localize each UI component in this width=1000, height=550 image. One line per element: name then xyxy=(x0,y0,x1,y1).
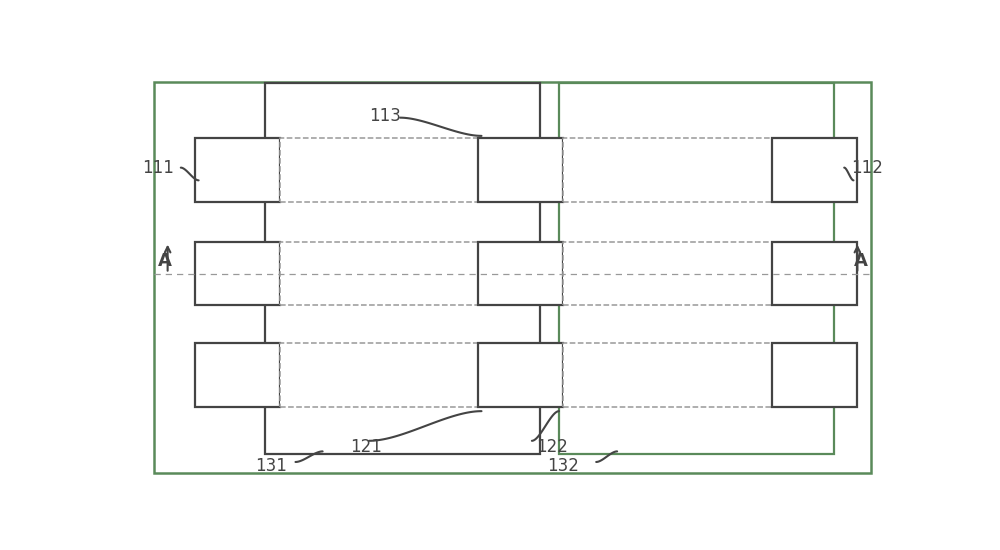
Text: 131: 131 xyxy=(255,457,287,475)
Bar xyxy=(772,138,857,201)
Bar xyxy=(264,83,540,454)
Bar xyxy=(559,83,834,454)
Bar xyxy=(280,138,489,201)
Bar xyxy=(478,242,563,305)
Bar xyxy=(563,242,772,305)
Text: 121: 121 xyxy=(350,438,382,456)
Bar xyxy=(195,343,280,407)
Text: A: A xyxy=(158,252,171,270)
Text: 111: 111 xyxy=(142,158,174,177)
Bar xyxy=(772,242,857,305)
Bar xyxy=(772,343,857,407)
Text: A: A xyxy=(854,252,867,270)
Bar xyxy=(563,138,772,201)
Bar xyxy=(478,138,563,201)
Bar xyxy=(195,242,280,305)
Bar xyxy=(478,343,563,407)
Bar xyxy=(280,343,489,407)
Text: 113: 113 xyxy=(369,107,401,124)
Text: 122: 122 xyxy=(536,438,568,456)
Text: 132: 132 xyxy=(547,457,579,475)
Bar xyxy=(195,138,280,201)
Bar xyxy=(280,242,489,305)
Bar xyxy=(563,343,772,407)
Text: 112: 112 xyxy=(851,158,883,177)
